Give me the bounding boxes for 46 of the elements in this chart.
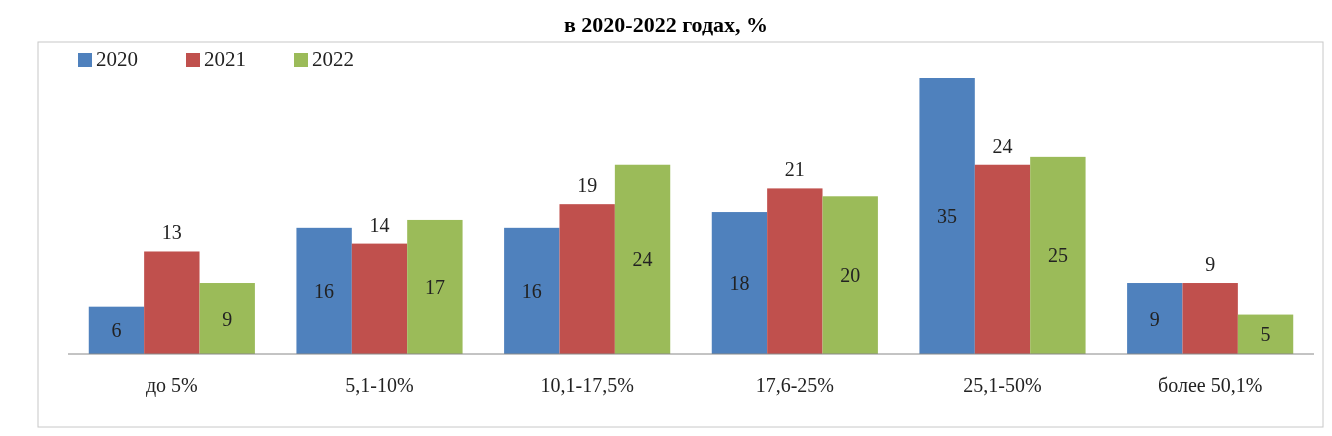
bar [822,196,878,354]
x-tick-label: 5,1-10% [345,374,414,396]
bar [351,243,408,354]
bar [614,164,671,354]
bar [296,227,352,354]
chart-title: в 2020-2022 годах, % [563,12,769,37]
bar [1182,283,1238,354]
data-label: 9 [1205,253,1216,276]
data-label: 14 [369,213,390,236]
data-label: 17 [424,275,445,298]
x-tick-label: 25,1-50% [963,374,1042,396]
legend-label: 2020 [96,47,138,71]
bar [1127,283,1183,354]
data-label: 25 [1047,244,1068,267]
data-label: 5 [1260,323,1271,346]
data-label: 18 [729,272,750,295]
x-tick-label: 17,6-25% [755,374,834,396]
bar [1030,156,1086,354]
x-tick-label: более 50,1% [1158,374,1263,396]
bar [1237,314,1294,354]
legend-label: 2021 [204,47,246,71]
data-label: 16 [314,279,335,302]
data-label: 6 [111,319,122,342]
bar [407,219,463,354]
bar [559,204,615,354]
legend-label: 2022 [312,47,354,71]
bar [199,283,255,354]
bar [88,306,145,354]
bar [767,188,823,354]
bar [974,164,1031,354]
x-tick-label: до 5% [145,374,198,397]
bar [144,251,200,354]
data-label: 24 [992,134,1013,157]
data-label: 16 [521,279,542,302]
bar [711,212,768,354]
bar [504,227,560,354]
data-label: 24 [632,248,653,271]
data-label: 20 [840,264,861,287]
data-label: 21 [784,158,805,181]
data-label: 9 [222,307,233,330]
x-tick-label: 10,1-17,5% [540,374,634,396]
data-label: 13 [161,221,182,244]
data-label: 19 [577,174,598,197]
data-label: 35 [937,205,958,227]
bar [919,78,975,354]
data-label: 9 [1149,307,1160,330]
